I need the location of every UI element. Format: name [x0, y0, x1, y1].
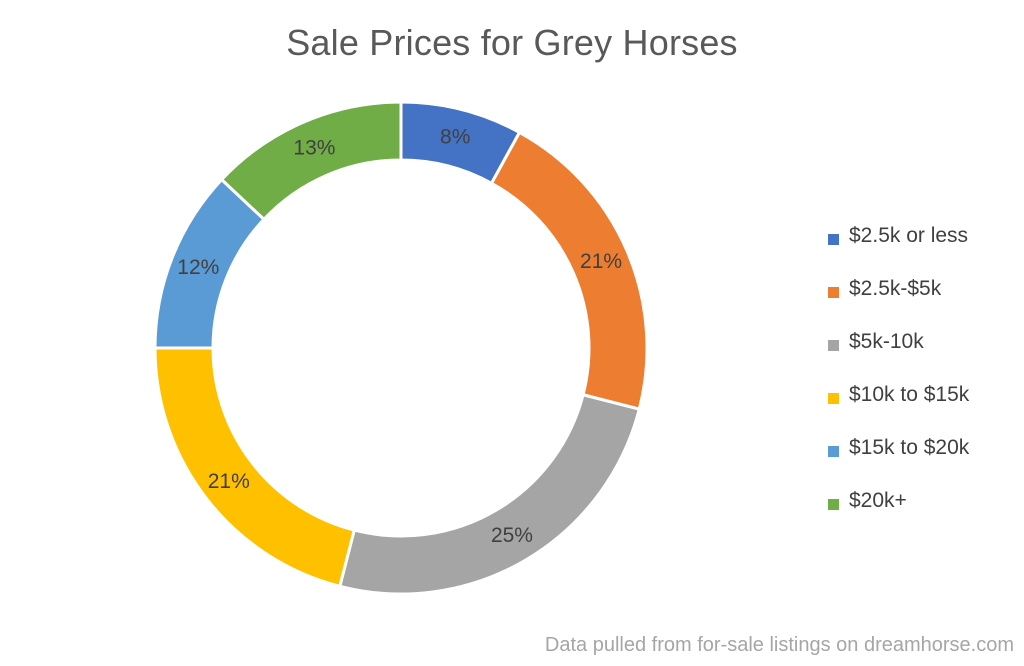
legend-label: $5k-10k [849, 330, 924, 353]
donut-slice [489, 130, 649, 412]
chart-legend: $2.5k or less $2.5k-$5k $5k-10k $10k to … [828, 224, 969, 542]
slice-data-label: 21% [208, 470, 250, 493]
legend-swatch [828, 287, 839, 298]
slice-data-label: 21% [580, 250, 622, 273]
legend-swatch [828, 499, 839, 510]
slice-data-label: 12% [177, 256, 219, 279]
donut-slice [219, 100, 403, 222]
legend-item: $20k+ [828, 489, 969, 542]
source-note: Data pulled from for-sale listings on dr… [544, 634, 1014, 656]
donut-slice [337, 392, 642, 596]
donut-slice [153, 346, 357, 589]
legend-item: $5k-10k [828, 330, 969, 383]
legend-swatch [828, 234, 839, 245]
legend-label: $20k+ [849, 489, 907, 512]
legend-label: $10k to $15k [849, 383, 970, 406]
legend-item: $2.5k-$5k [828, 277, 969, 330]
chart-title: Sale Prices for Grey Horses [286, 22, 738, 63]
legend-label: $15k to $20k [849, 436, 970, 459]
legend-label: $2.5k-$5k [849, 277, 942, 300]
slice-data-label: 25% [491, 524, 533, 547]
legend-label: $2.5k or less [849, 224, 969, 247]
legend-swatch [828, 393, 839, 404]
slice-data-label: 8% [440, 125, 470, 148]
slice-data-label: 13% [293, 136, 335, 159]
legend-swatch [828, 340, 839, 351]
legend-item: $15k to $20k [828, 436, 969, 489]
legend-item: $2.5k or less [828, 224, 969, 277]
legend-swatch [828, 446, 839, 457]
legend-item: $10k to $15k [828, 383, 969, 436]
